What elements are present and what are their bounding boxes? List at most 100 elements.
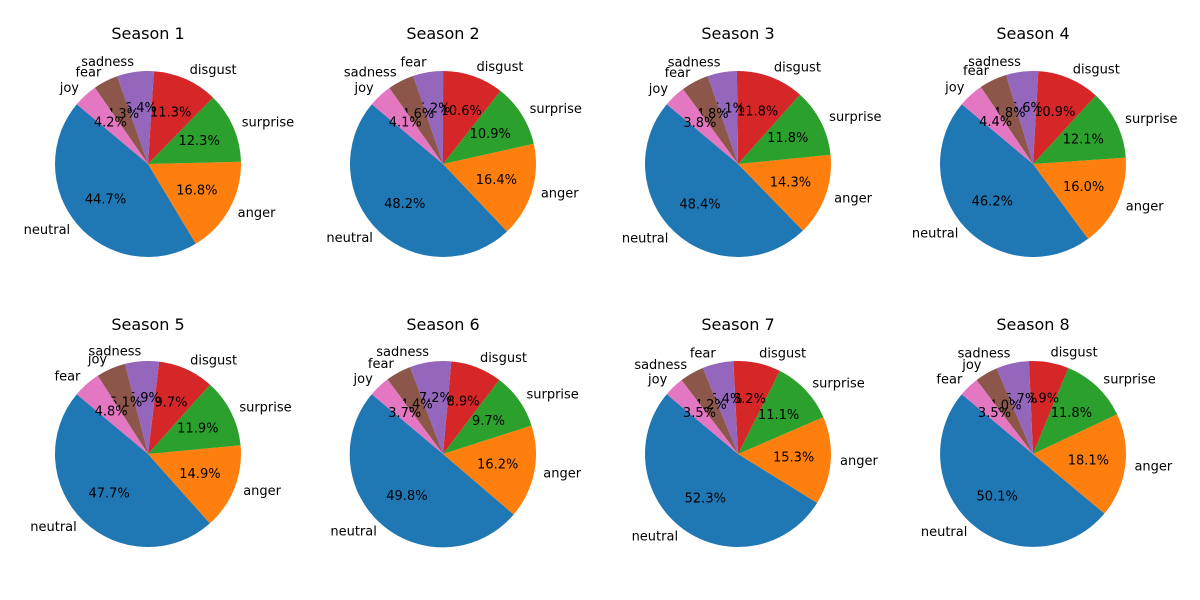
chart-title: Season 4 [996,24,1069,43]
category-label: neutral [912,226,959,241]
category-label: sadness [958,347,1011,362]
category-label: neutral [921,525,968,540]
category-label: surprise [242,116,294,131]
category-label: joy [59,81,80,96]
chart-title: Season 6 [406,315,479,334]
category-label: joy [961,358,982,373]
category-label: fear [368,357,395,372]
chart-title: Season 1 [111,24,184,43]
pie-slice-sadness [1006,70,1039,164]
pie-slice-joy [371,379,443,454]
pie-slice-joy [976,368,1033,454]
pie-slice-sadness [117,71,154,164]
percent-label: 10.9% [470,127,511,142]
percent-label: 5.6% [1010,101,1043,116]
pie-slice-fear [94,76,148,164]
pie-slice-fear [961,380,1033,454]
category-label: sadness [634,358,687,373]
category-label: joy [353,81,374,96]
category-label: surprise [812,376,864,391]
percent-label: 3.7% [388,406,421,421]
category-label: fear [936,373,963,388]
category-label: surprise [239,400,291,415]
percent-label: 11.8% [767,131,808,146]
percent-label: 11.1% [758,408,799,423]
chart-title: Season 7 [701,315,774,334]
category-label: sadness [344,65,397,80]
percent-label: 4.2% [94,115,127,130]
pie-slice-anger [738,154,832,231]
category-label: sadness [89,344,142,359]
category-label: disgust [190,63,237,78]
category-label: fear [75,65,102,80]
percent-label: 3.8% [683,116,716,131]
category-label: anger [543,467,581,482]
percent-label: 49.8% [386,489,427,504]
pie-slice-sadness [389,75,443,164]
pie-slice-surprise [148,384,241,454]
pie-slice-surprise [738,94,831,164]
pie-slice-disgust [443,361,500,454]
pie-slice-sadness [409,360,452,454]
percent-label: 5.2% [417,101,450,116]
pie-slice-fear [387,367,443,454]
category-label: neutral [632,529,679,544]
pie-slice-sadness [681,367,738,454]
percent-label: 16.8% [176,183,217,198]
pie-slice-neutral [645,104,803,257]
pie-slice-joy [961,87,1033,164]
pie-slice-fear [413,70,444,164]
pie-slice-disgust [148,71,213,164]
percent-label: 9.7% [472,414,505,429]
category-label: disgust [477,60,524,75]
pie-slice-sadness [707,71,738,164]
percent-label: 3.5% [683,406,716,421]
category-label: disgust [190,353,237,368]
category-label: surprise [829,110,881,125]
category-label: surprise [1103,372,1155,387]
pie-slice-disgust [443,71,501,164]
pie-slice-anger [443,143,536,232]
pie-slice-disgust [1033,71,1096,164]
category-label: disgust [480,351,527,366]
percent-label: 11.8% [737,104,778,119]
pie-slice-disgust [733,360,780,454]
pie-slice-neutral [940,104,1089,257]
percent-label: 14.3% [770,176,811,191]
percent-label: 7.2% [419,391,452,406]
pie-slice-sadness [124,361,160,454]
percent-label: 5.9% [128,391,161,406]
pie-chart-season-8: Season 8 neutral 50.1% anger 18.1% surprise 11… [921,315,1173,547]
pie-slice-joy [371,88,443,164]
category-label: disgust [1073,62,1120,77]
pie-slice-disgust [1028,360,1069,454]
percent-label: 11.3% [150,106,191,121]
percent-label: 16.4% [476,173,517,188]
percent-label: 10.6% [441,104,482,119]
pie-slice-neutral [55,104,196,257]
percent-label: 6.4% [124,101,157,116]
pie-slice-surprise [443,379,532,454]
category-label: surprise [1125,112,1177,127]
category-label: anger [834,192,872,207]
percent-label: 4.1% [389,115,422,130]
pie-chart-season-3: Season 3 neutral 48.4% anger 14.3% surprise 11… [622,24,882,257]
category-label: fear [401,56,428,71]
percent-label: 11.8% [1051,406,1092,421]
percent-label: 5.7% [1004,392,1037,407]
category-label: fear [690,347,717,362]
category-label: neutral [30,520,77,535]
category-label: anger [840,454,878,469]
category-label: anger [243,484,281,499]
percent-label: 3.5% [978,406,1011,421]
category-label: neutral [622,231,669,246]
pie-slice-anger [738,417,832,503]
category-label: surprise [530,102,582,117]
pie-slice-surprise [1033,95,1126,164]
pie-slice-anger [148,445,241,524]
category-label: disgust [1051,346,1098,361]
percent-label: 11.9% [177,421,218,436]
pie-slice-anger [1033,414,1127,514]
pie-chart-season-1: Season 1 neutral 44.7% anger 16.8% surprise 12… [24,24,294,257]
